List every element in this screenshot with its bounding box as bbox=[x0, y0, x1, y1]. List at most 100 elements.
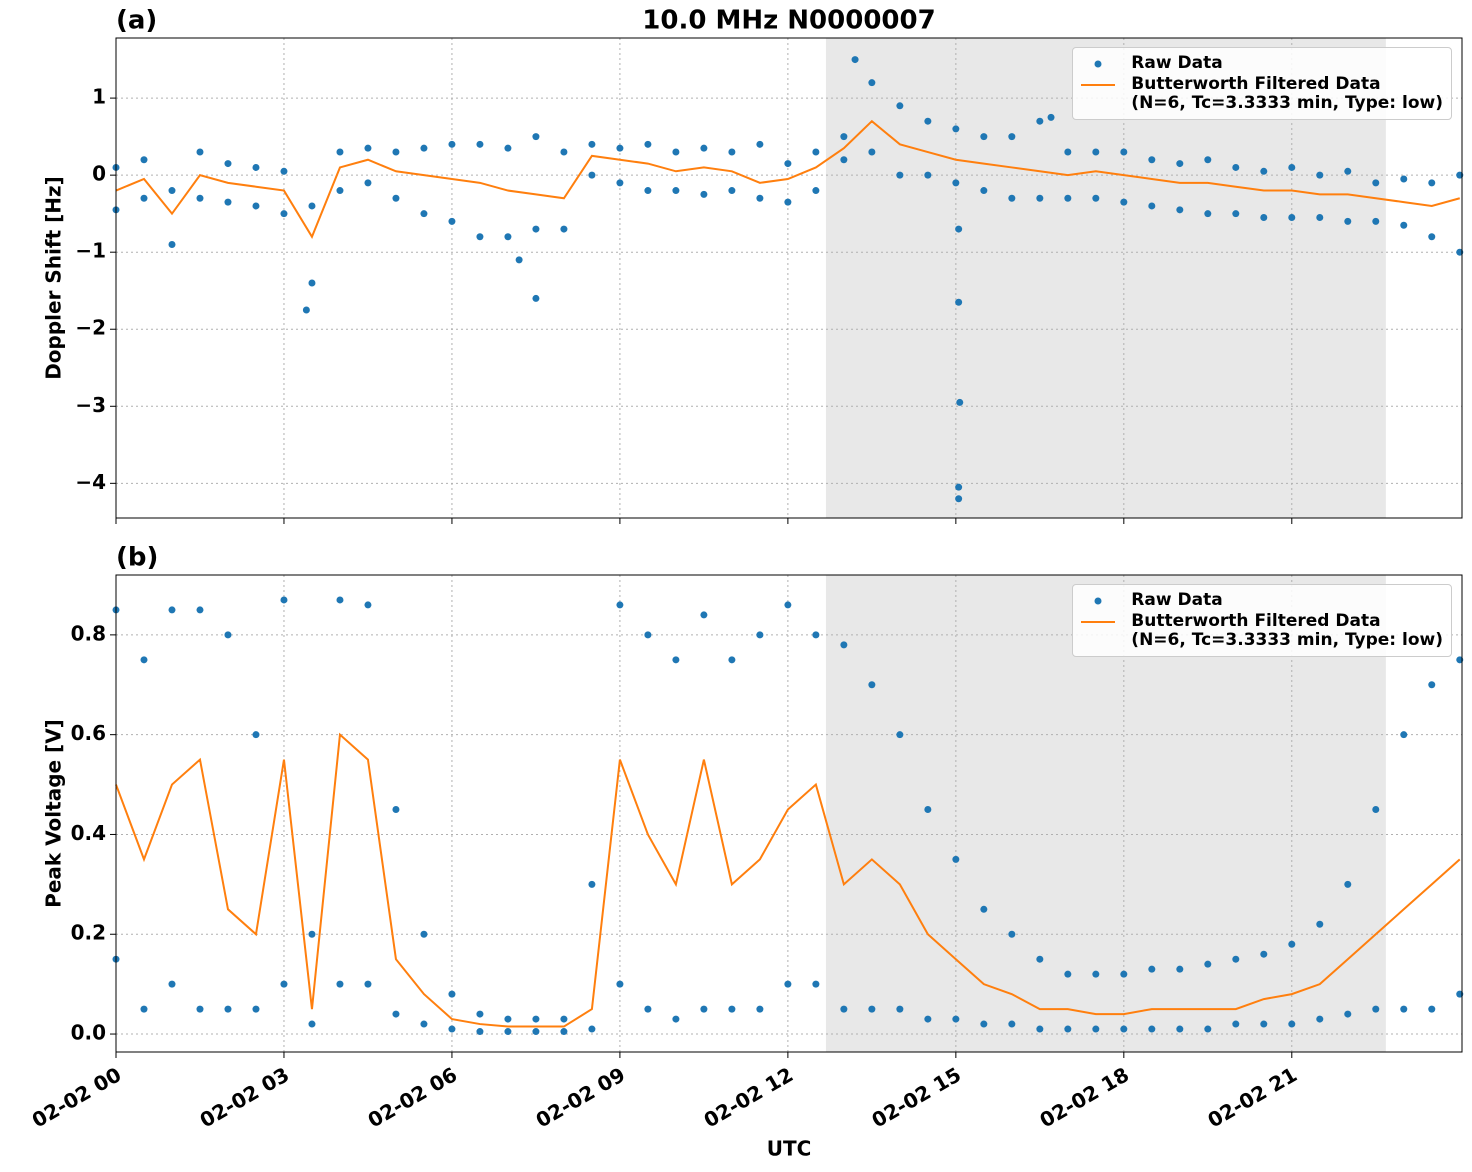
raw-point bbox=[616, 144, 624, 152]
legend-entry: Butterworth Filtered Data (N=6, Tc=3.333… bbox=[1081, 612, 1443, 650]
raw-point bbox=[616, 179, 624, 187]
raw-point bbox=[1008, 133, 1016, 141]
raw-point bbox=[672, 1015, 680, 1023]
raw-point bbox=[420, 930, 428, 938]
raw-point bbox=[1120, 148, 1128, 156]
raw-point bbox=[504, 1028, 512, 1036]
raw-point bbox=[280, 210, 288, 218]
raw-point bbox=[672, 656, 680, 664]
raw-point bbox=[168, 606, 176, 614]
raw-point bbox=[980, 133, 988, 141]
raw-point bbox=[1120, 970, 1128, 978]
raw-point bbox=[336, 187, 344, 195]
raw-point bbox=[672, 187, 680, 195]
raw-point bbox=[448, 140, 456, 148]
legend-dot bbox=[1094, 60, 1102, 68]
y-tick-label: 0.6 bbox=[71, 721, 106, 745]
raw-point bbox=[336, 980, 344, 988]
raw-point bbox=[955, 225, 963, 233]
raw-point bbox=[896, 731, 904, 739]
raw-point bbox=[980, 187, 988, 195]
raw-point bbox=[1288, 163, 1296, 171]
raw-point bbox=[896, 171, 904, 179]
y-tick-label: 0.2 bbox=[71, 921, 106, 945]
raw-point bbox=[560, 225, 568, 233]
raw-point bbox=[616, 980, 624, 988]
raw-point bbox=[1176, 965, 1184, 973]
raw-point bbox=[420, 1020, 428, 1028]
raw-point bbox=[1400, 1005, 1408, 1013]
raw-point bbox=[448, 217, 456, 225]
raw-point bbox=[728, 656, 736, 664]
plot-area bbox=[112, 56, 1464, 503]
raw-point bbox=[1344, 217, 1352, 225]
raw-point bbox=[644, 1005, 652, 1013]
raw-point bbox=[196, 148, 204, 156]
raw-point bbox=[302, 306, 310, 314]
raw-point bbox=[868, 1005, 876, 1013]
raw-point bbox=[504, 144, 512, 152]
raw-point bbox=[448, 990, 456, 998]
raw-point bbox=[1176, 1025, 1184, 1033]
x-axis-label: UTC bbox=[767, 1137, 812, 1161]
raw-point bbox=[588, 880, 596, 888]
raw-point bbox=[588, 1025, 596, 1033]
y-axis-label: Peak Voltage [V] bbox=[42, 719, 66, 908]
raw-point bbox=[336, 148, 344, 156]
raw-point bbox=[168, 980, 176, 988]
raw-point bbox=[224, 1005, 232, 1013]
filtered-line bbox=[115, 732, 1461, 1028]
raw-point bbox=[532, 1028, 540, 1036]
raw-point bbox=[1036, 1025, 1044, 1033]
raw-point bbox=[252, 163, 260, 171]
raw-point bbox=[924, 171, 932, 179]
raw-point bbox=[280, 980, 288, 988]
x-tick-label: 02-02 06 bbox=[364, 1062, 462, 1132]
raw-point bbox=[840, 156, 848, 164]
y-tick-label: 0.0 bbox=[71, 1021, 106, 1045]
legend-marker bbox=[1081, 84, 1116, 86]
raw-point bbox=[1064, 970, 1072, 978]
legend-entry: Raw Data bbox=[1081, 54, 1443, 73]
raw-point bbox=[168, 187, 176, 195]
legend: Raw Data Butterworth Filtered Data (N=6, … bbox=[1072, 584, 1452, 657]
raw-point bbox=[840, 1005, 848, 1013]
raw-point bbox=[1047, 113, 1055, 121]
raw-point bbox=[588, 171, 596, 179]
raw-point bbox=[1428, 233, 1436, 241]
legend-marker bbox=[1081, 621, 1116, 623]
raw-point bbox=[956, 398, 964, 406]
raw-point bbox=[1316, 171, 1324, 179]
raw-point bbox=[1120, 198, 1128, 206]
raw-point bbox=[196, 606, 204, 614]
raw-point bbox=[364, 980, 372, 988]
y-axis-label: Doppler Shift [Hz] bbox=[42, 176, 66, 380]
raw-point bbox=[1232, 163, 1240, 171]
raw-point bbox=[784, 160, 792, 168]
raw-point bbox=[1148, 965, 1156, 973]
raw-point bbox=[308, 202, 316, 210]
raw-point bbox=[1064, 148, 1072, 156]
plot-area bbox=[112, 596, 1464, 1036]
raw-point bbox=[1428, 179, 1436, 187]
raw-point bbox=[532, 294, 540, 302]
raw-point bbox=[756, 194, 764, 202]
raw-point bbox=[196, 1005, 204, 1013]
raw-point bbox=[364, 179, 372, 187]
raw-point bbox=[1260, 214, 1268, 222]
raw-point bbox=[644, 140, 652, 148]
legend-label: Butterworth Filtered Data (N=6, Tc=3.333… bbox=[1131, 611, 1443, 650]
raw-point bbox=[952, 179, 960, 187]
raw-point bbox=[252, 202, 260, 210]
x-tick-label: 02-02 21 bbox=[1204, 1062, 1302, 1132]
raw-point bbox=[392, 194, 400, 202]
x-tick-label: 02-02 12 bbox=[700, 1062, 798, 1132]
raw-point bbox=[364, 601, 372, 609]
raw-point bbox=[1148, 1025, 1156, 1033]
raw-point bbox=[728, 1005, 736, 1013]
raw-point bbox=[1176, 160, 1184, 168]
raw-point bbox=[140, 156, 148, 164]
raw-point bbox=[980, 905, 988, 913]
legend-marker bbox=[1094, 60, 1102, 68]
